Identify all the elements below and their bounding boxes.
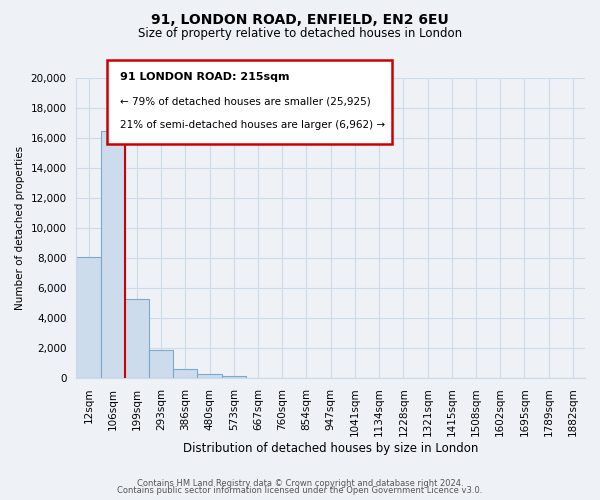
Bar bbox=[76, 256, 101, 378]
Text: 21% of semi-detached houses are larger (6,962) →: 21% of semi-detached houses are larger (… bbox=[119, 120, 385, 130]
Text: Size of property relative to detached houses in London: Size of property relative to detached ho… bbox=[138, 28, 462, 40]
Text: 91, LONDON ROAD, ENFIELD, EN2 6EU: 91, LONDON ROAD, ENFIELD, EN2 6EU bbox=[151, 12, 449, 26]
X-axis label: Distribution of detached houses by size in London: Distribution of detached houses by size … bbox=[183, 442, 478, 455]
Bar bbox=[173, 369, 197, 378]
Y-axis label: Number of detached properties: Number of detached properties bbox=[15, 146, 25, 310]
Bar bbox=[149, 350, 173, 378]
Bar bbox=[222, 376, 246, 378]
FancyBboxPatch shape bbox=[107, 60, 392, 144]
Bar bbox=[101, 130, 125, 378]
Text: Contains HM Land Registry data © Crown copyright and database right 2024.: Contains HM Land Registry data © Crown c… bbox=[137, 478, 463, 488]
Bar bbox=[125, 298, 149, 378]
Text: 91 LONDON ROAD: 215sqm: 91 LONDON ROAD: 215sqm bbox=[119, 72, 289, 82]
Text: ← 79% of detached houses are smaller (25,925): ← 79% of detached houses are smaller (25… bbox=[119, 96, 370, 106]
Text: Contains public sector information licensed under the Open Government Licence v3: Contains public sector information licen… bbox=[118, 486, 482, 495]
Bar bbox=[197, 374, 222, 378]
